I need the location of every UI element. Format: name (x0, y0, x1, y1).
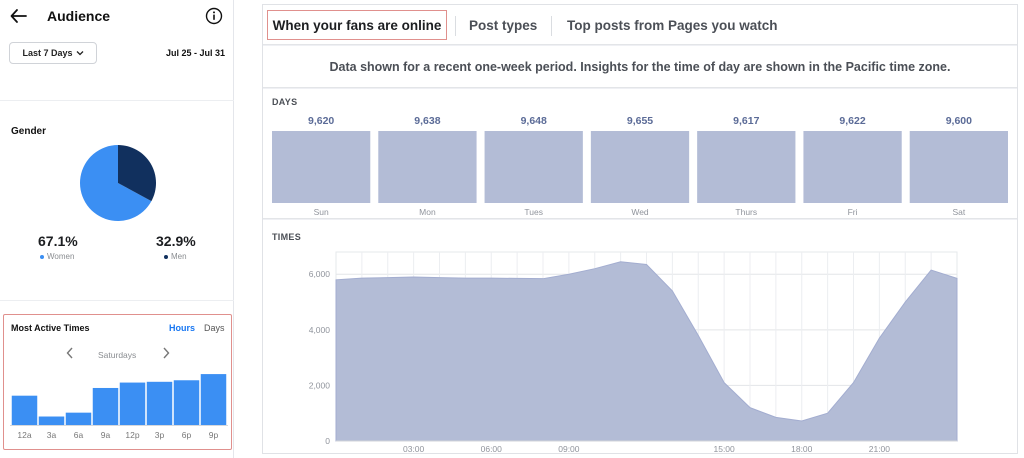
selected-day-label: Saturdays (98, 350, 137, 360)
audience-header: Audience (0, 0, 234, 34)
women-percentage: 67.1% (38, 233, 78, 249)
pie-slice-men (118, 145, 156, 202)
times-y-tick-label: 2,000 (309, 380, 331, 390)
times-y-tick-label: 0 (325, 436, 330, 446)
times-x-tick-label: 06:00 (481, 444, 503, 453)
times-section-label: TIMES (272, 232, 302, 242)
day-tick-label: Fri (848, 207, 858, 217)
arrow-left-icon[interactable] (9, 6, 29, 26)
men-legend-label: Men (171, 252, 187, 261)
hours-bar-chart: 12a 3a 6a 9a 12p 3p 6p 9p (10, 374, 228, 440)
tab-separator (455, 16, 456, 36)
hours-tick-label: 9a (101, 430, 111, 440)
times-y-tick-label: 6,000 (309, 269, 331, 279)
hours-bar (119, 382, 146, 425)
hours-tick-label: 12p (125, 430, 139, 440)
day-tick-label: Wed (631, 207, 649, 217)
chevron-left-icon[interactable] (65, 347, 75, 359)
times-x-tick-label: 03:00 (403, 444, 425, 453)
day-value-label: 9,622 (839, 115, 865, 127)
tab-post-types[interactable]: Post types (469, 18, 538, 33)
hours-tick-label: 3a (47, 430, 57, 440)
day-bar (272, 131, 371, 203)
day-bar (590, 131, 690, 203)
day-tick-label: Sun (314, 207, 329, 217)
days-section-label: DAYS (272, 97, 298, 107)
day-tick-label: Sat (952, 207, 965, 217)
hours-tick-label: 6p (182, 430, 192, 440)
day-tick-label: Thurs (735, 207, 757, 217)
day-tick-label: Mon (419, 207, 436, 217)
times-x-tick-label: 15:00 (713, 444, 735, 453)
hours-tick-label: 3p (155, 430, 165, 440)
date-range-dropdown[interactable]: Last 7 Days (9, 42, 97, 64)
day-value-label: 9,620 (308, 115, 334, 127)
women-legend: Women (40, 252, 74, 261)
day-value-label: 9,655 (627, 115, 653, 127)
days-bar-chart: 9,620 Sun 9,638 Mon 9,648 Tues 9,655 Wed 9,617 Th… (272, 115, 1008, 217)
times-area-series (335, 261, 958, 442)
divider (0, 300, 234, 301)
days-card: DAYS 9,620 Sun 9,638 Mon 9,648 Tues 9,655 Wed 9,… (263, 89, 1017, 219)
men-percentage: 32.9% (156, 233, 196, 249)
day-bar (909, 131, 1008, 203)
day-bar (803, 131, 902, 203)
men-legend-dot (164, 254, 168, 259)
hours-bar (146, 381, 173, 425)
men-legend: Men (164, 252, 187, 261)
women-legend-label: Women (47, 252, 75, 261)
chevron-right-icon[interactable] (161, 347, 171, 359)
day-value-label: 9,600 (946, 115, 972, 127)
times-x-tick-label: 09:00 (558, 444, 580, 453)
tab-fans-online[interactable]: When your fans are online (267, 10, 447, 40)
hours-bar (65, 412, 92, 425)
tab-separator (551, 16, 552, 36)
divider (0, 100, 234, 101)
date-range-text: Jul 25 - Jul 31 (166, 48, 226, 58)
times-area-chart: 0 2,000 4,000 6,000 03:00 06:00 09:00 15:00 18:0… (309, 251, 958, 453)
hours-bar (200, 374, 227, 425)
hours-tick-label: 9p (209, 430, 219, 440)
audience-panel: Audience Last 7 Days Jul 25 - Jul 31 Gen… (0, 0, 234, 458)
day-value-label: 9,648 (521, 115, 547, 127)
insights-panel: When your fans are online Post types Top… (262, 4, 1018, 454)
women-legend-dot (40, 254, 44, 259)
tab-days[interactable]: Days (204, 323, 225, 333)
tab-hours[interactable]: Hours (169, 323, 196, 333)
day-bar (378, 131, 477, 203)
times-y-tick-label: 4,000 (309, 325, 331, 335)
pie-slice-women (80, 145, 152, 221)
day-value-label: 9,638 (414, 115, 440, 127)
hours-tick-label: 12a (17, 430, 31, 440)
hours-tick-label: 6a (74, 430, 84, 440)
date-range-dropdown-label: Last 7 Days (22, 48, 73, 58)
timezone-notice: Data shown for a recent one-week period.… (263, 46, 1017, 88)
most-active-times-card: Most Active Times Hours Days Saturdays 1… (3, 314, 232, 450)
hours-bar (11, 395, 38, 425)
day-value-label: 9,617 (733, 115, 759, 127)
chevron-down-icon (76, 51, 83, 56)
times-x-tick-label: 21:00 (869, 444, 891, 453)
times-card: TIMES 0 2,000 4,000 6,000 03:00 06:00 09:00 15:… (263, 220, 1017, 453)
gender-section-title: Gender (11, 126, 47, 137)
times-x-tick-label: 18:00 (791, 444, 813, 453)
insights-tabs: When your fans are online Post types Top… (263, 5, 1017, 45)
most-active-times-title: Most Active Times (11, 323, 90, 333)
hours-bar (92, 387, 119, 425)
gender-pie-chart (80, 145, 156, 221)
tab-top-posts[interactable]: Top posts from Pages you watch (567, 18, 778, 33)
hours-bar (38, 416, 65, 425)
hours-bar (173, 380, 200, 425)
day-bar (484, 131, 583, 203)
day-bar (697, 131, 796, 203)
day-tick-label: Tues (524, 207, 543, 217)
info-circle-icon[interactable] (205, 7, 223, 25)
page-title: Audience (47, 8, 111, 24)
